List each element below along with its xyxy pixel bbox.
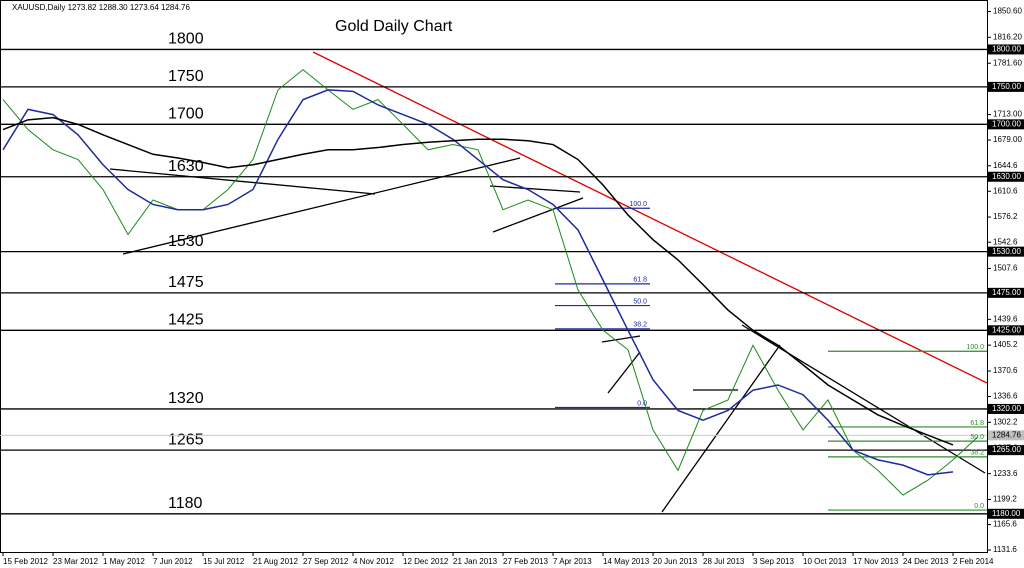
level-name: 1800 [168,31,204,48]
level-name: 1700 [168,106,204,123]
fib-label: 61.8 [970,420,984,427]
current-price-box [988,430,1024,441]
x-tick-label: 17 Nov 2013 [853,557,899,566]
x-tick-label: 2 Feb 2014 [953,557,994,566]
current-price-label: 1284.76 [992,430,1021,439]
level-box [988,44,1024,55]
y-tick-label: 1610.6 [993,186,1018,195]
y-tick-label: 1165.6 [993,520,1017,529]
trendline [489,185,581,193]
x-tick-label: 21 Aug 2012 [253,557,298,566]
x-tick-label: 21 Jan 2013 [453,557,498,566]
y-tick-label: 1576.2 [993,212,1018,221]
level-label: 1320.00 [992,404,1021,413]
trendlines [109,51,988,513]
x-tick-label: 10 Oct 2013 [803,557,847,566]
x-tick-label: 20 Jun 2013 [653,557,698,566]
y-tick-label: 1644.6 [993,161,1018,170]
x-tick-label: 7 Apr 2013 [553,557,592,566]
level-label: 1700.00 [992,119,1021,128]
level-name: 1180 [168,495,203,512]
trendline [661,344,781,513]
level-box [988,119,1024,130]
level-box [988,403,1024,414]
level-label: 1630.00 [992,172,1021,181]
moving-average [2,89,954,476]
y-tick-label: 1542.6 [993,237,1018,246]
y-tick-label: 1302.2 [993,417,1018,426]
level-label: 1475.00 [992,288,1021,297]
moving-average [2,116,954,446]
y-tick-label: 1439.6 [993,314,1018,323]
x-tick-label: 12 Dec 2012 [403,557,449,566]
fib-label: 38.2 [970,450,984,457]
x-tick-label: 24 Dec 2013 [903,557,949,566]
x-tick-label: 27 Sep 2012 [303,557,349,566]
y-tick-label: 1713.00 [993,110,1022,119]
level-box [988,246,1024,257]
level-name: 1530 [168,233,204,250]
x-tick-label: 1 May 2012 [103,557,145,566]
level-name: 1425 [168,312,204,329]
y-tick-label: 1507.6 [993,264,1018,273]
level-label: 1425.00 [992,325,1021,334]
level-label: 1800.00 [992,45,1021,54]
fib-label: 0.0 [637,400,647,407]
level-box [988,445,1024,456]
y-tick-label: 1199.2 [993,495,1017,504]
fib-label: 100.0 [966,344,984,351]
y-tick-label: 1679.00 [993,135,1022,144]
chart-title: Gold Daily Chart [335,18,453,35]
trendline [312,51,988,384]
fib-label: 61.8 [633,277,647,284]
level-label: 1750.00 [992,82,1021,91]
y-tick-label: 1336.6 [993,392,1018,401]
y-tick-label: 1233.6 [993,469,1018,478]
header: XAUUSD,Daily 1273.82 1288.30 1273.64 128… [12,3,190,12]
x-tick-label: 3 Sep 2013 [753,557,794,566]
fib-label: 100.0 [629,201,647,208]
x-tick-label: 7 Jun 2012 [153,557,193,566]
level-label: 1265.00 [992,445,1021,454]
x-tick-label: 23 Mar 2012 [53,557,98,566]
trendline [122,157,521,255]
fib-label: 50.0 [633,298,647,305]
trendline [109,168,376,195]
x-tick-label: 15 Feb 2012 [3,557,48,566]
x-tick-label: 27 Feb 2013 [503,557,548,566]
y-tick-label: 1850.60 [993,7,1022,16]
level-box [988,171,1024,182]
fib-label: 38.2 [633,322,647,329]
level-box [988,325,1024,336]
trendline [607,351,641,394]
level-label: 1180.00 [992,509,1021,518]
y-tick-label: 1370.6 [993,366,1018,375]
level-name: 1630 [168,158,204,175]
level-box [988,287,1024,298]
trendline [492,197,584,233]
level-name: 1475 [168,274,204,291]
y-tick-label: 1816.20 [993,32,1022,41]
y-tick-label: 1405.2 [993,340,1018,349]
y-tick-label: 1781.60 [993,58,1022,67]
level-label: 1530.00 [992,247,1021,256]
level-box [988,508,1024,519]
y-tick-label: 1131.6 [993,545,1017,554]
price-line [2,69,979,496]
trendline [601,335,641,343]
x-tick-label: 28 Jul 2013 [703,557,745,566]
level-name: 1750 [168,68,204,85]
fib-label: 0.0 [974,503,984,510]
x-tick-label: 15 Jul 2012 [203,557,245,566]
x-tick-label: 14 May 2013 [603,557,650,566]
level-box [988,81,1024,92]
plot-frame [0,0,988,553]
x-tick-label: 4 Nov 2012 [353,557,394,566]
level-name: 1320 [168,390,204,407]
level-name: 1265 [168,431,204,448]
